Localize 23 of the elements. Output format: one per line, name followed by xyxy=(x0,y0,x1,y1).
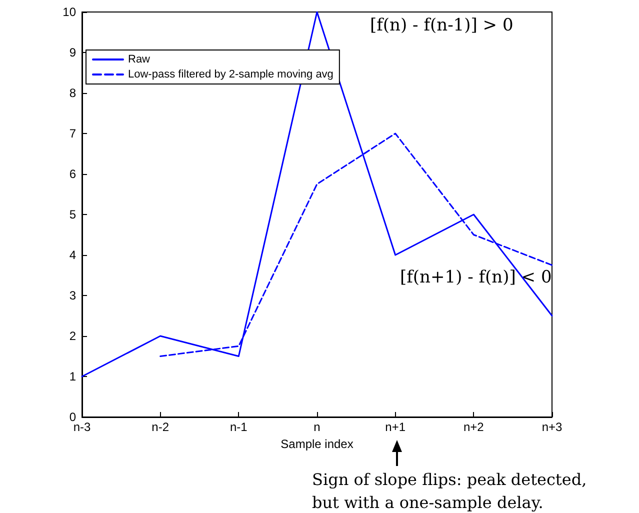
annotation: [f(n+1) - f(n)] < 0 xyxy=(400,268,552,288)
y-tick-label: 5 xyxy=(69,208,76,222)
x-tick-label: n+3 xyxy=(542,420,562,434)
y-tick-label: 10 xyxy=(62,5,76,19)
legend-label: Low-pass filtered by 2-sample moving avg xyxy=(128,68,334,80)
annotation: [f(n) - f(n-1)] > 0 xyxy=(370,16,514,36)
line-series xyxy=(81,11,553,378)
y-tick-label: 9 xyxy=(69,46,76,60)
x-tick-label: n-1 xyxy=(230,420,248,434)
y-tick-label: 3 xyxy=(69,288,76,302)
y-tick-label: 6 xyxy=(69,167,76,181)
y-tick-label: 2 xyxy=(69,329,76,343)
legend-label: Raw xyxy=(128,54,150,66)
x-tick-label: n xyxy=(314,420,320,434)
y-tick-label: 1 xyxy=(69,370,76,384)
text: Sign of slope flips: peak detected, but with a one-sample delay. xyxy=(312,470,587,512)
x-tick-label: n+2 xyxy=(463,420,484,434)
y-tick-label: 7 xyxy=(69,126,76,140)
x-tick-label: n+1 xyxy=(385,420,406,434)
y-tick-label: 4 xyxy=(69,248,76,262)
y-tick-label: 8 xyxy=(69,86,76,100)
x-tick-label: n-2 xyxy=(152,420,170,434)
x-axis-title: Sample index xyxy=(280,436,354,451)
